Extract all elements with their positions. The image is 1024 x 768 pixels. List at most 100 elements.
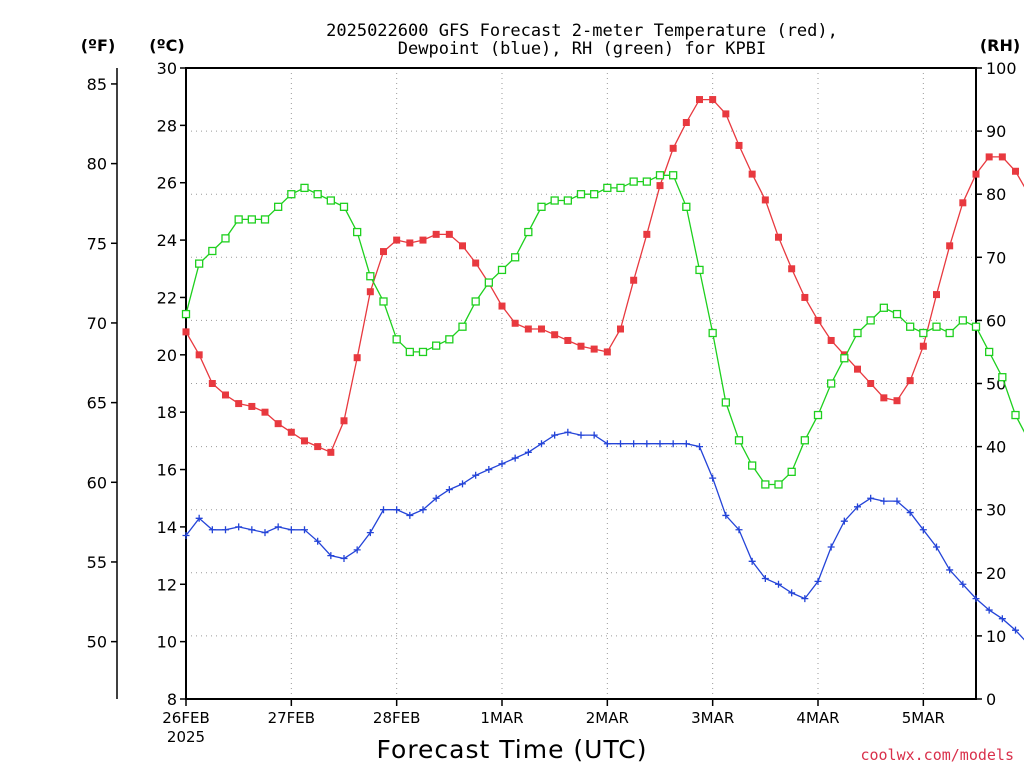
x-tick-label: 27FEB [268,709,315,727]
data-point-marker [735,141,743,149]
data-point-marker [484,278,493,287]
data-point-marker [919,328,928,338]
celsius-tick-label: 18 [157,403,177,422]
data-point-marker [853,328,862,338]
data-point-marker [629,177,638,186]
data-point-marker [682,440,690,448]
data-point-marker [946,566,954,574]
data-point-marker [261,408,269,416]
data-point-marker [972,595,980,603]
x-tick-label: 28FEB [373,709,420,727]
data-point-marker [722,110,730,118]
data-point-marker [814,316,822,324]
data-point-marker [800,436,809,445]
fahrenheit-tick-label: 60 [87,473,107,492]
data-point-marker [472,471,480,479]
data-point-marker [418,347,428,357]
data-point-marker [630,276,638,284]
series-rh-open-square [181,171,1024,489]
fahrenheit-unit-label: (ºF) [81,36,116,55]
data-point-marker [590,345,598,353]
celsius-tick-label: 20 [157,346,177,365]
data-point-marker [524,448,532,456]
rh-tick-label: 30 [986,501,1006,520]
data-point-marker [564,428,572,436]
data-point-marker [222,391,229,399]
x-axis: 26FEB 27FEB 28FEB 1MAR 2MAR 3MAR 4MAR 5MAR [162,699,945,727]
data-point-marker [551,431,559,439]
data-point-marker [696,96,703,104]
data-point-marker [287,190,296,199]
data-point-marker [774,480,783,489]
data-point-marker [445,230,453,238]
data-point-marker [958,316,967,325]
series-celsius-filled-square [182,96,1024,456]
data-point-marker [274,202,283,211]
data-point-marker [195,259,204,268]
data-point-marker [195,514,203,522]
data-point-marker [327,552,335,560]
data-point-marker [866,316,875,325]
fahrenheit-tick-label: 85 [87,75,107,94]
celsius-tick-label: 24 [157,231,177,250]
data-point-marker [669,144,677,152]
rh-tick-label: 10 [986,627,1006,646]
data-point-marker [867,494,875,502]
rh-tick-label: 70 [986,248,1006,267]
data-point-marker [577,342,585,350]
data-point-marker [827,543,835,551]
data-point-marker [458,322,467,331]
data-point-marker [393,236,401,244]
data-point-marker [603,440,611,448]
celsius-tick-label: 30 [157,59,177,78]
data-point-marker [314,443,322,451]
data-point-marker [748,170,756,178]
rh-tick-label: 80 [986,185,1006,204]
data-point-marker [511,454,519,462]
data-point-marker [893,497,901,505]
data-point-marker [775,580,782,588]
data-point-marker [222,526,229,534]
fahrenheit-axis: 50 55 60 65 70 75 80 85 [87,75,117,652]
celsius-tick-label: 10 [157,633,177,652]
data-point-marker [274,523,282,531]
x-tick-label: 1MAR [480,709,523,727]
data-point-marker [366,288,374,296]
data-point-marker [247,215,256,224]
fahrenheit-tick-label: 55 [87,553,107,572]
data-point-marker [380,506,387,514]
celsius-tick-label: 12 [157,575,177,594]
data-point-marker [538,325,545,333]
x-tick-label: 2MAR [586,709,629,727]
data-point-marker [326,196,335,205]
data-point-marker [182,328,190,336]
data-point-marker [879,303,888,312]
data-point-marker [498,460,506,468]
data-point-marker [563,196,572,205]
data-point-marker [287,526,295,534]
data-point-marker [353,546,361,554]
data-point-marker [617,325,624,333]
data-point-marker [708,328,717,338]
data-point-marker [313,190,322,199]
data-point-marker [181,309,191,319]
series-layer [181,96,1024,641]
x-tick-label: 3MAR [691,709,734,727]
data-point-marker [511,319,519,327]
data-point-marker [906,322,915,331]
data-point-marker [432,494,440,502]
data-point-marker [840,517,848,525]
data-point-marker [998,615,1006,623]
fahrenheit-tick-label: 70 [87,314,107,333]
data-point-marker [248,526,256,534]
data-point-marker [445,486,453,494]
series-line [185,431,1024,641]
data-point-marker [301,526,308,534]
data-point-marker [301,437,308,445]
data-point-marker [933,543,940,551]
data-point-marker [234,215,243,224]
celsius-tick-label: 22 [157,288,177,307]
data-point-marker [827,336,835,344]
data-point-marker [419,236,427,244]
data-point-marker [906,377,914,385]
